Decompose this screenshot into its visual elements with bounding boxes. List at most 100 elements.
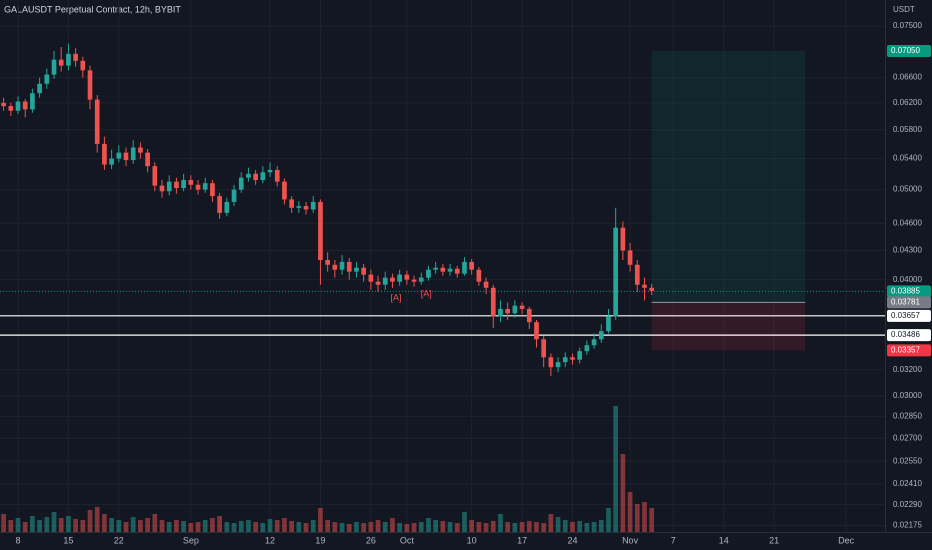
candle-body	[274, 169, 280, 182]
candle-body	[642, 284, 647, 288]
candle-body	[152, 166, 158, 186]
candle-body	[224, 201, 230, 213]
candle-body	[649, 287, 655, 291]
x-tick-label: Oct	[400, 535, 415, 545]
x-tick-label: 26	[366, 535, 376, 545]
volume-bar	[138, 520, 143, 532]
y-tick-label: 0.04600	[893, 218, 922, 227]
volume-bar	[94, 507, 100, 532]
candle-body	[217, 196, 222, 213]
volume-bar	[289, 521, 294, 532]
volume-bar	[181, 521, 186, 532]
volume-bar	[217, 516, 222, 532]
candle-body	[267, 169, 273, 173]
candle-body	[289, 199, 294, 208]
volume-bar	[66, 516, 71, 532]
candle-body	[58, 59, 64, 66]
volume-bar	[462, 512, 467, 532]
price-label: 0.07050	[891, 46, 920, 55]
volume-bar	[58, 518, 64, 532]
candle-body	[116, 152, 122, 159]
candle-body	[375, 281, 381, 285]
candle-body	[361, 267, 366, 275]
volume-bar	[130, 517, 136, 532]
volume-bar	[498, 514, 503, 532]
candle-body	[462, 261, 467, 274]
candle-body	[66, 53, 71, 66]
volume-bar	[159, 520, 165, 532]
candle-body	[397, 274, 402, 282]
volume-bar	[526, 521, 532, 532]
loss-zone	[651, 302, 806, 351]
volume-bar	[440, 521, 446, 532]
candle-body	[606, 316, 611, 332]
volume-bar	[562, 520, 568, 532]
candle-body	[159, 185, 165, 192]
candle-body	[310, 201, 316, 210]
volume-bar	[30, 516, 35, 532]
volume-bar	[210, 518, 215, 532]
x-tick-label: Dec	[838, 535, 855, 545]
volume-bar	[483, 523, 489, 532]
candle-body	[22, 101, 28, 110]
candle-body	[73, 53, 78, 61]
x-tick-label: Sep	[183, 535, 199, 545]
candle-body	[231, 189, 237, 202]
y-tick-label: 0.05000	[893, 185, 922, 194]
volume-bar	[253, 522, 258, 532]
candle-body	[145, 152, 150, 167]
volume-bar	[354, 522, 359, 532]
candle-body	[548, 357, 554, 368]
volume-bar	[418, 522, 424, 532]
y-tick-label: 0.02290	[893, 500, 922, 509]
price-label-box	[887, 344, 931, 357]
candle-body	[109, 158, 114, 165]
volume-bar	[505, 522, 511, 532]
x-tick-label: 22	[114, 535, 124, 545]
volume-bar	[145, 518, 150, 532]
y-tick-label: 0.03000	[893, 391, 922, 400]
volume-bar	[37, 520, 42, 532]
volume-bar	[15, 518, 21, 532]
candle-body	[620, 227, 626, 251]
candle-body	[346, 261, 352, 272]
candle-body	[627, 250, 633, 265]
annotation: [A]	[391, 293, 402, 303]
volume-bar	[87, 510, 93, 532]
x-tick-label: 14	[719, 535, 729, 545]
volume-bar	[224, 522, 230, 532]
candle-body	[174, 181, 179, 189]
y-tick-label: 0.05400	[893, 154, 922, 163]
candle-body	[570, 357, 575, 360]
volume-bar	[476, 522, 482, 532]
volume-bar	[231, 523, 237, 532]
x-tick-label: 15	[63, 535, 73, 545]
candle-body	[102, 143, 107, 165]
candle-body	[130, 147, 136, 161]
candle-body	[1, 102, 6, 107]
candle-body	[526, 308, 532, 323]
volume-bar	[51, 512, 57, 532]
volume-bar	[584, 523, 590, 532]
price-label: 0.03657	[891, 311, 920, 320]
y-tick-label: 0.02550	[893, 456, 922, 465]
volume-bar	[555, 517, 561, 532]
candle-body	[447, 268, 453, 272]
volume-bar	[447, 522, 453, 532]
candle-body	[418, 277, 424, 282]
candle-body	[584, 345, 590, 352]
volume-bar	[519, 522, 525, 532]
volume-bar	[1, 514, 6, 532]
volume-bar	[512, 523, 518, 532]
y-tick-label: 0.02850	[893, 412, 922, 421]
volume-bar	[534, 522, 539, 532]
volume-bar	[577, 521, 583, 532]
volume-bar	[375, 520, 381, 532]
volume-bar	[195, 522, 201, 532]
y-tick-label: 0.02410	[893, 479, 922, 488]
x-tick-label: 19	[315, 535, 325, 545]
price-label-box	[887, 285, 931, 298]
volume-bar	[346, 524, 352, 532]
